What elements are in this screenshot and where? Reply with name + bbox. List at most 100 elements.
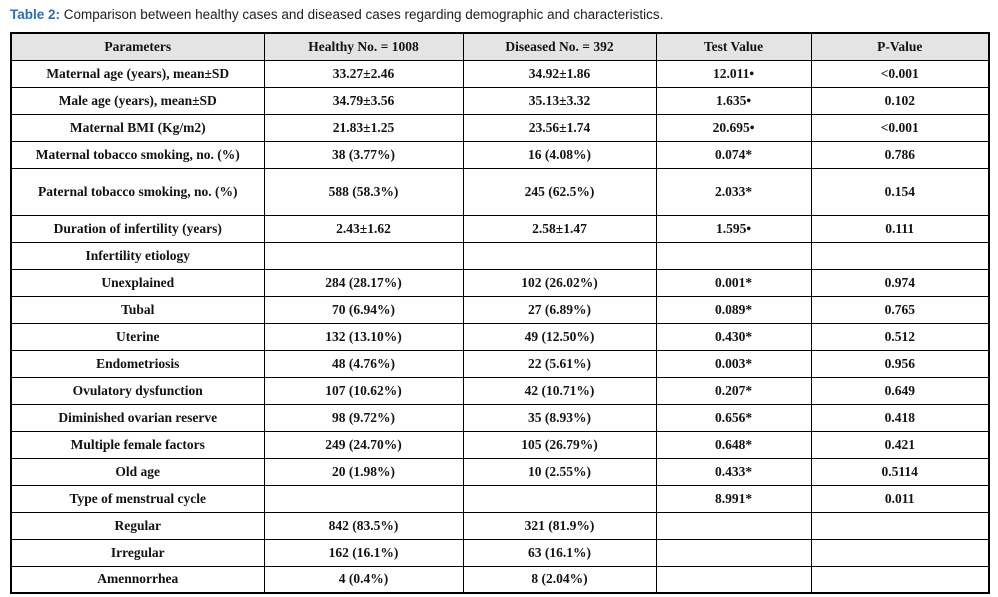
table-cell: 0.430* — [655, 322, 812, 351]
table-caption-text: Comparison between healthy cases and dis… — [63, 7, 664, 22]
table-row: Irregular 162 (16.1%) 63 (16.1%) — [10, 538, 990, 567]
table-row: Tubal 70 (6.94%) 27 (6.89%) 0.089* 0.765 — [10, 295, 990, 324]
table-row: Maternal BMI (Kg/m2) 21.83±1.25 23.56±1.74… — [10, 113, 990, 142]
table-cell: Maternal BMI (Kg/m2) — [10, 113, 265, 142]
table-cell: 0.956 — [810, 349, 990, 378]
table-cell: 0.089* — [655, 295, 812, 324]
table-cell — [655, 241, 812, 270]
table-cell: 70 (6.94%) — [263, 295, 464, 324]
table-cell: 0.011 — [810, 484, 990, 513]
table-cell: 35.13±3.32 — [462, 86, 657, 115]
table-cell: Amennorrhea — [10, 565, 265, 594]
table-cell: 842 (83.5%) — [263, 511, 464, 540]
table-header-row: Parameters Healthy No. = 1008 Diseased No.… — [10, 32, 990, 61]
table-row: Duration of infertility (years) 2.43±1.62… — [10, 214, 990, 243]
table-cell: Paternal tobacco smoking, no. (%) — [10, 167, 265, 216]
table-cell: 0.003* — [655, 349, 812, 378]
comparison-table: Parameters Healthy No. = 1008 Diseased No.… — [10, 32, 990, 594]
table-row: Ovulatory dysfunction 107 (10.62%) 42 (10.… — [10, 376, 990, 405]
table-cell: 4 (0.4%) — [263, 565, 464, 594]
page: Table 2: Comparison between healthy case… — [0, 6, 998, 597]
table-cell: 2.58±1.47 — [462, 214, 657, 243]
table-cell: 10 (2.55%) — [462, 457, 657, 486]
table-cell — [810, 241, 990, 270]
table-cell: 0.001* — [655, 268, 812, 297]
table-row: Diminished ovarian reserve 98 (9.72%) 35 (… — [10, 403, 990, 432]
table-cell: 8.991* — [655, 484, 812, 513]
table-cell: <0.001 — [810, 113, 990, 142]
table-cell: Unexplained — [10, 268, 265, 297]
table-row: Old age 20 (1.98%) 10 (2.55%) 0.433* 0.5114 — [10, 457, 990, 486]
column-header: P-Value — [810, 32, 990, 61]
table-cell: Irregular — [10, 538, 265, 567]
table-cell: 0.421 — [810, 430, 990, 459]
table-cell: 0.648* — [655, 430, 812, 459]
table-cell: Type of menstrual cycle — [10, 484, 265, 513]
table-cell: Regular — [10, 511, 265, 540]
table-cell: 0.512 — [810, 322, 990, 351]
table-cell — [263, 484, 464, 513]
table-cell: 321 (81.9%) — [462, 511, 657, 540]
table-caption-label: Table 2: — [10, 7, 61, 22]
table-cell: Maternal tobacco smoking, no. (%) — [10, 140, 265, 169]
table-cell: 42 (10.71%) — [462, 376, 657, 405]
table-cell: 2.43±1.62 — [263, 214, 464, 243]
table-cell: Endometriosis — [10, 349, 265, 378]
table-cell: 35 (8.93%) — [462, 403, 657, 432]
table-body: Maternal age (years), mean±SD 33.27±2.46 3… — [10, 59, 990, 594]
table-cell: 98 (9.72%) — [263, 403, 464, 432]
table-cell: Infertility etiology — [10, 241, 265, 270]
table-cell: 0.111 — [810, 214, 990, 243]
table-row: Type of menstrual cycle 8.991* 0.011 — [10, 484, 990, 513]
table-row: Paternal tobacco smoking, no. (%) 588 (58… — [10, 167, 990, 216]
table-cell: 22 (5.61%) — [462, 349, 657, 378]
table-cell — [810, 565, 990, 594]
table-cell: 284 (28.17%) — [263, 268, 464, 297]
table-row: Unexplained 284 (28.17%) 102 (26.02%) 0.001… — [10, 268, 990, 297]
table-cell: Maternal age (years), mean±SD — [10, 59, 265, 88]
table-cell: Duration of infertility (years) — [10, 214, 265, 243]
table-cell: 0.154 — [810, 167, 990, 216]
table-cell: 0.974 — [810, 268, 990, 297]
column-header: Parameters — [10, 32, 265, 61]
table-row: Male age (years), mean±SD 34.79±3.56 35.13… — [10, 86, 990, 115]
table-cell: 12.011• — [655, 59, 812, 88]
table-cell — [655, 565, 812, 594]
table-caption: Table 2: Comparison between healthy case… — [10, 6, 988, 24]
table-cell: 0.102 — [810, 86, 990, 115]
table-cell: 20.695• — [655, 113, 812, 142]
table-cell: Ovulatory dysfunction — [10, 376, 265, 405]
table-cell: 34.79±3.56 — [263, 86, 464, 115]
table-cell: 1.595• — [655, 214, 812, 243]
table-header: Parameters Healthy No. = 1008 Diseased No.… — [10, 32, 990, 61]
table-cell: 48 (4.76%) — [263, 349, 464, 378]
table-cell: 0.765 — [810, 295, 990, 324]
table-cell: Diminished ovarian reserve — [10, 403, 265, 432]
table-cell: Uterine — [10, 322, 265, 351]
table-cell — [263, 241, 464, 270]
table-cell: 0.786 — [810, 140, 990, 169]
table-cell: 102 (26.02%) — [462, 268, 657, 297]
table-cell: 162 (16.1%) — [263, 538, 464, 567]
table-row: Maternal age (years), mean±SD 33.27±2.46 3… — [10, 59, 990, 88]
table-cell: 0.656* — [655, 403, 812, 432]
table-cell: 49 (12.50%) — [462, 322, 657, 351]
table-row: Maternal tobacco smoking, no. (%) 38 (3.7… — [10, 140, 990, 169]
table-cell: 27 (6.89%) — [462, 295, 657, 324]
table-cell: 0.418 — [810, 403, 990, 432]
column-header: Healthy No. = 1008 — [263, 32, 464, 61]
column-header: Diseased No. = 392 — [462, 32, 657, 61]
table-cell: Multiple female factors — [10, 430, 265, 459]
table-cell: 245 (62.5%) — [462, 167, 657, 216]
table-cell: 2.033* — [655, 167, 812, 216]
table-cell: 0.649 — [810, 376, 990, 405]
table-row: Infertility etiology — [10, 241, 990, 270]
table-cell: 0.5114 — [810, 457, 990, 486]
table-cell: 132 (13.10%) — [263, 322, 464, 351]
table-cell: 105 (26.79%) — [462, 430, 657, 459]
table-cell: 21.83±1.25 — [263, 113, 464, 142]
table-cell: 0.074* — [655, 140, 812, 169]
table-cell — [655, 511, 812, 540]
table-cell: Male age (years), mean±SD — [10, 86, 265, 115]
table-cell: 63 (16.1%) — [462, 538, 657, 567]
